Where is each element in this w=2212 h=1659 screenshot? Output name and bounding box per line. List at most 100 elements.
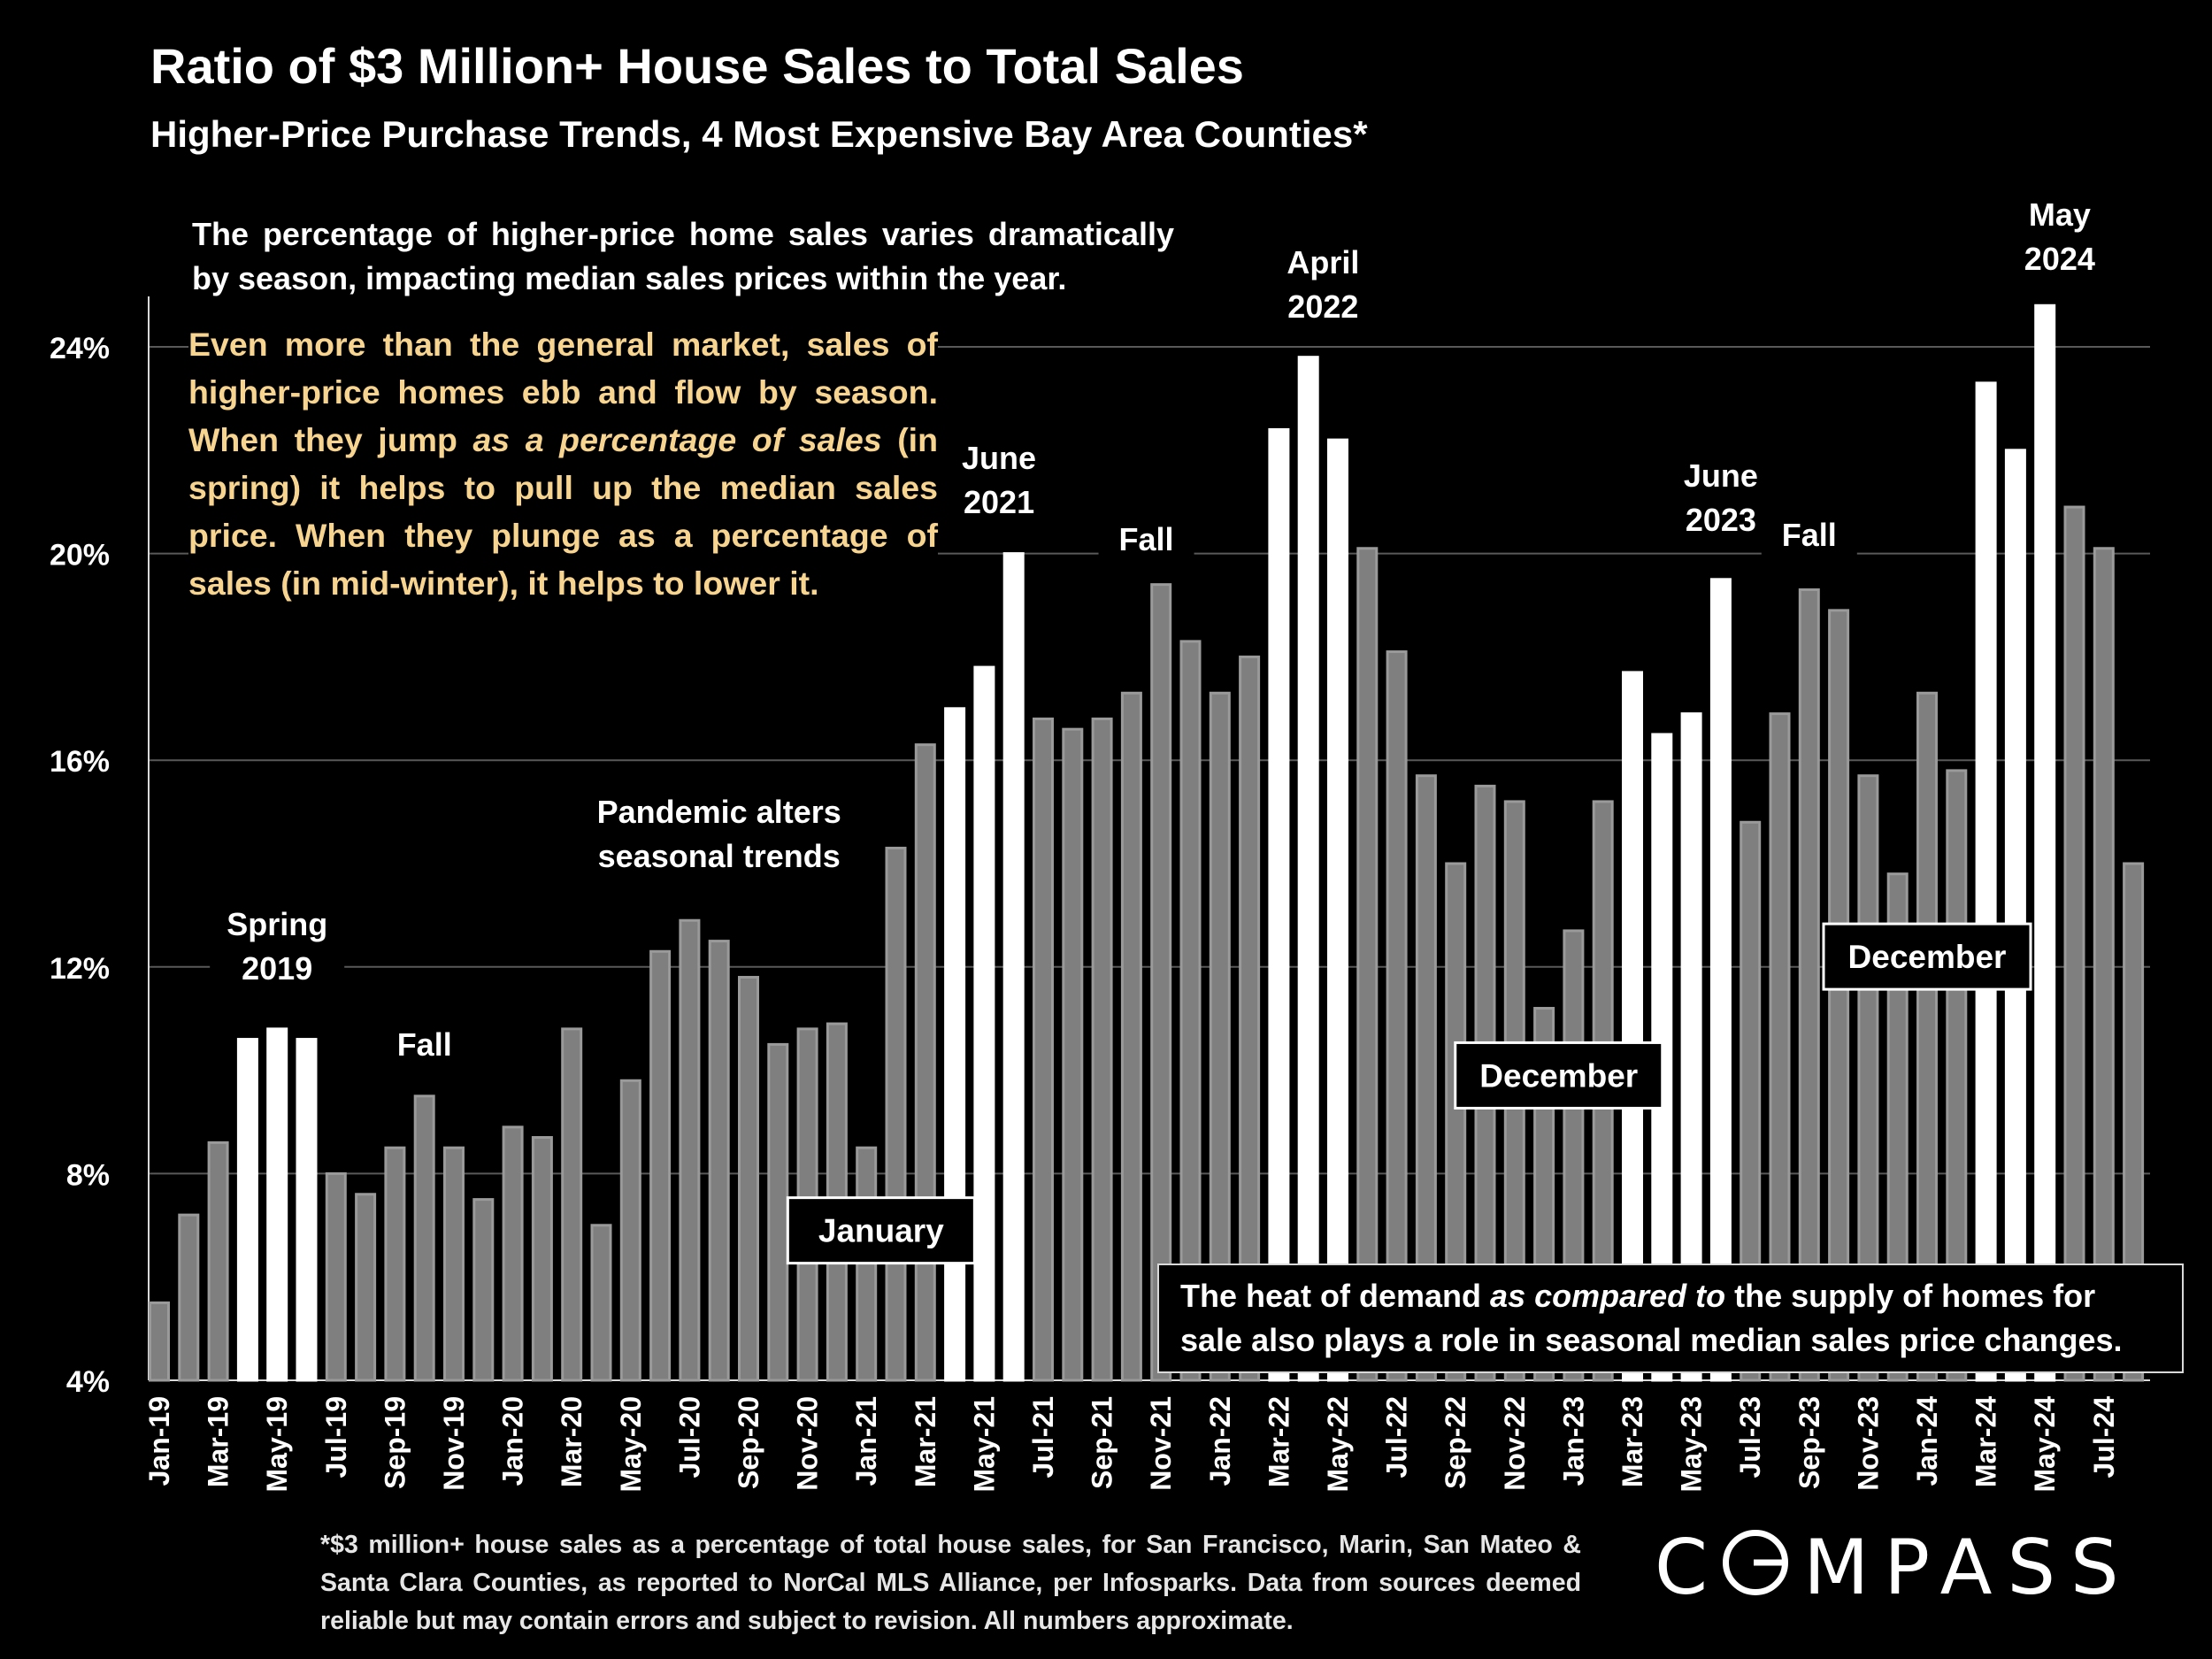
boxed-label-text: December: [1848, 939, 2007, 975]
chart-title: Ratio of $3 Million+ House Sales to Tota…: [150, 38, 1244, 94]
logo-o-compass-icon: [1723, 1530, 1789, 1595]
x-tick-label: Sep-22: [1440, 1396, 1471, 1489]
bar-Aug-24: [2123, 862, 2145, 1382]
x-tick-label: Jul-23: [1734, 1396, 1766, 1478]
annotation-text: Spring: [227, 906, 327, 942]
boxed-label: December: [1822, 922, 2032, 991]
bar-Feb-22: [1239, 655, 1261, 1382]
boxed-label-box: [1822, 922, 2032, 991]
x-tick-label: Sep-20: [733, 1396, 764, 1489]
annotation-text: June: [962, 440, 1036, 476]
x-tick-label: May-21: [968, 1396, 1000, 1493]
bar-Jul-22: [1386, 650, 1408, 1382]
annotation: Spring 2019: [210, 903, 345, 997]
x-tick-label: Jul-24: [2088, 1396, 2120, 1479]
x-tick-label: Nov-22: [1499, 1396, 1531, 1491]
bar-Nov-19: [443, 1146, 465, 1382]
annotation-text: 2022: [1287, 288, 1358, 325]
x-tick-label: Sep-19: [379, 1396, 411, 1489]
bar-Aug-22: [1415, 774, 1437, 1382]
bar-Oct-23: [1828, 609, 1850, 1382]
bar-Jun-22: [1356, 547, 1379, 1382]
annotation-bg: [1098, 518, 1194, 568]
annotation-bg: [1761, 514, 1857, 564]
x-tick-label: Nov-19: [438, 1396, 470, 1491]
annotation-text: Fall: [1782, 517, 1837, 553]
annotation-bg: [951, 437, 1048, 531]
bar-Jul-23: [1740, 820, 1762, 1382]
x-tick-label: Jan-22: [1204, 1396, 1236, 1486]
y-tick-labels: 4% 8% 12% 16% 20% 24%: [50, 332, 110, 1399]
annotation-text: seasonal trends: [598, 838, 841, 874]
bar-Feb-19: [178, 1213, 200, 1382]
bar-Jan-20: [502, 1125, 524, 1382]
annotation: June 2023: [1672, 455, 1769, 549]
bar-Jun-20: [649, 949, 672, 1382]
y-tick-label: 12%: [50, 952, 110, 986]
annotation-text: 2019: [242, 950, 312, 987]
bar-May-19: [266, 1027, 288, 1382]
x-tick-label: Mar-23: [1617, 1396, 1648, 1487]
note-box-part-3: the supply of homes for sale also plays …: [1180, 1278, 2123, 1358]
x-tick-label: Mar-19: [203, 1396, 234, 1487]
bar-Aug-19: [355, 1193, 377, 1382]
annotation-text: Fall: [1119, 521, 1174, 557]
annotation-bg: [1265, 242, 1381, 335]
bar-Sep-19: [384, 1146, 406, 1382]
annotations: Spring 2019 Fall Pandemic alters seasonal tr…: [210, 194, 2108, 1073]
annotation-text: 2023: [1686, 502, 1756, 538]
bar-Sep-20: [738, 975, 759, 1382]
x-tick-label: Jan-23: [1557, 1396, 1589, 1486]
footnote: *$3 million+ house sales as a percentage…: [320, 1531, 1581, 1635]
note-seasonal-variation: The percentage of higher-price home sale…: [188, 211, 1178, 303]
annotation-bg: [376, 1024, 472, 1073]
x-tick-label: Jan-21: [850, 1396, 882, 1486]
bar-Mar-24: [1975, 381, 1997, 1382]
note-demand-supply: The heat of demand as compared to the su…: [1157, 1263, 2184, 1373]
x-tick-label: Nov-23: [1852, 1396, 1884, 1491]
x-tick-label: Mar-20: [556, 1396, 588, 1487]
annotation-text: 2024: [2024, 241, 2095, 277]
note-box-part-1: The heat of demand: [1180, 1278, 1491, 1314]
y-tick-label: 24%: [50, 332, 110, 365]
x-tick-label: Jan-20: [497, 1396, 529, 1486]
bar-Dec-23: [1886, 872, 1909, 1382]
boxed-label-text: January: [818, 1213, 944, 1249]
boxed-labels: January December December: [786, 922, 2032, 1265]
y-tick-label: 20%: [50, 539, 110, 572]
bar-Apr-24: [2004, 449, 2026, 1382]
bar-Dec-19: [472, 1198, 495, 1382]
bar-Jul-19: [325, 1171, 347, 1382]
annotation: May 2024: [2011, 194, 2108, 288]
annotation-text: June: [1684, 457, 1758, 494]
x-tick-label: Sep-23: [1793, 1396, 1825, 1489]
annotation: April 2022: [1265, 242, 1381, 335]
annotation: Fall: [1098, 518, 1194, 568]
x-tick-label: Jul-20: [673, 1396, 705, 1478]
bar-Apr-22: [1297, 356, 1319, 1382]
bar-Oct-21: [1120, 691, 1142, 1382]
x-tick-label: Jul-22: [1381, 1396, 1413, 1478]
x-tick-label: Nov-20: [792, 1396, 824, 1491]
annotation-text: 2021: [964, 484, 1034, 520]
boxed-label-box: [1454, 1041, 1664, 1110]
bar-Oct-20: [767, 1042, 789, 1382]
bar-Aug-23: [1769, 712, 1791, 1382]
bar-Dec-21: [1179, 640, 1202, 1382]
boxed-label: January: [786, 1196, 976, 1265]
bar-May-22: [1327, 438, 1348, 1382]
annotation-bg: [2011, 194, 2108, 288]
bar-Apr-20: [590, 1224, 612, 1382]
note-gold-part-1: Even more than the general market, sales…: [188, 326, 938, 458]
bar-Mar-23: [1622, 671, 1643, 1382]
x-tick-label: Mar-21: [910, 1396, 941, 1487]
bar-Jul-21: [1033, 717, 1054, 1382]
x-tick-label: May-19: [261, 1396, 293, 1493]
annotation-bg: [210, 903, 345, 997]
logo-rest: MPASS: [1803, 1524, 2134, 1612]
boxed-label: December: [1454, 1041, 1664, 1110]
x-tick-label: Jan-19: [143, 1396, 175, 1486]
annotation-bg: [1672, 455, 1769, 549]
logo-c: C: [1655, 1524, 1724, 1612]
